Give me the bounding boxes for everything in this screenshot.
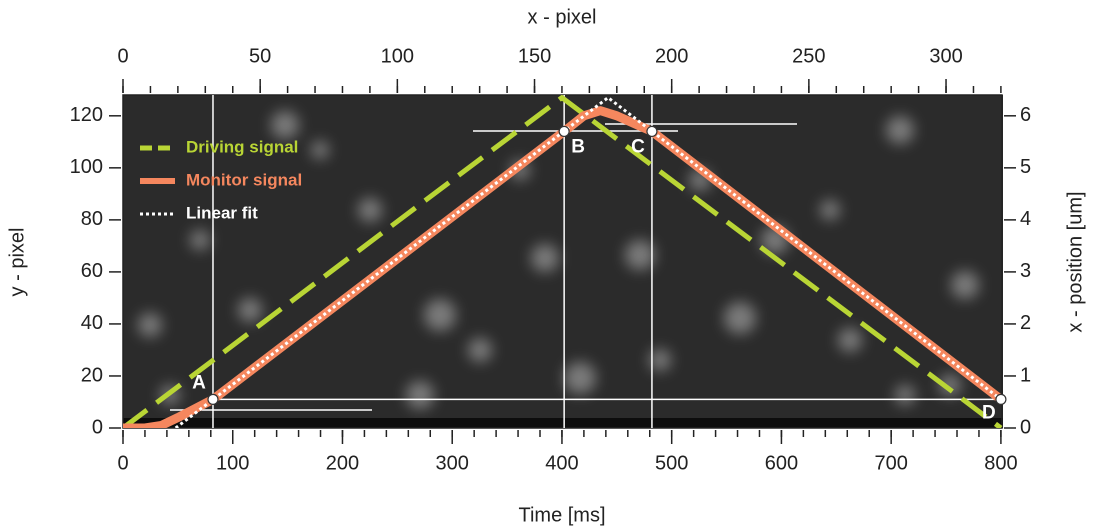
marker-point	[995, 393, 1007, 405]
x2-tick-label: 250	[792, 45, 825, 67]
x-tick-label: 300	[436, 452, 469, 474]
marker-label: A	[192, 372, 206, 393]
legend-label: Linear fit	[186, 203, 258, 222]
marker-point	[646, 125, 658, 138]
series-line	[174, 96, 1002, 428]
y-tick-label: 60	[81, 260, 103, 282]
marker-label: B	[571, 136, 585, 157]
y2-tick-label: 6	[1020, 104, 1031, 126]
x-tick-label: 700	[874, 452, 907, 474]
x-tick-label: 400	[545, 452, 578, 474]
marker-point	[558, 125, 570, 138]
y-tick-label: 120	[70, 104, 103, 126]
x-tick-label: 500	[655, 452, 688, 474]
y-tick-label: 40	[81, 312, 103, 334]
legend-label: Driving signal	[186, 137, 298, 156]
y2-axis-title: x - position [um]	[1064, 191, 1086, 332]
x2-tick-label: 200	[655, 45, 688, 67]
x-tick-label: 200	[326, 452, 359, 474]
y-tick-label: 100	[70, 156, 103, 178]
x2-tick-label: 0	[117, 45, 128, 67]
x-tick-label: 100	[216, 452, 249, 474]
marker-label: D	[982, 402, 996, 423]
marker-point	[207, 393, 219, 405]
marker-label: C	[631, 136, 645, 157]
y-tick-label: 20	[81, 364, 103, 386]
x-tick-label: 0	[117, 452, 128, 474]
y2-tick-label: 4	[1020, 208, 1031, 230]
legend-label: Monitor signal	[186, 170, 302, 189]
series-line	[123, 95, 1003, 428]
x-axis-title: Time [ms]	[518, 504, 605, 526]
x-tick-label: 600	[765, 452, 798, 474]
y-tick-label: 80	[81, 208, 103, 230]
y2-tick-label: 0	[1020, 416, 1031, 438]
y2-tick-label: 5	[1020, 156, 1031, 178]
x2-tick-label: 100	[381, 45, 414, 67]
plot-frame	[122, 94, 1003, 429]
y-axis-title: y - pixel	[6, 228, 28, 297]
y-tick-label: 0	[92, 416, 103, 438]
y2-tick-label: 3	[1020, 260, 1031, 282]
image-background	[123, 95, 1003, 428]
y2-tick-label: 1	[1020, 364, 1031, 386]
x2-axis-title: x - pixel	[528, 6, 597, 28]
x2-tick-label: 150	[518, 45, 551, 67]
x2-tick-label: 50	[249, 45, 271, 67]
x-tick-label: 800	[984, 452, 1017, 474]
x2-tick-label: 300	[929, 45, 962, 67]
y2-tick-label: 2	[1020, 312, 1031, 334]
